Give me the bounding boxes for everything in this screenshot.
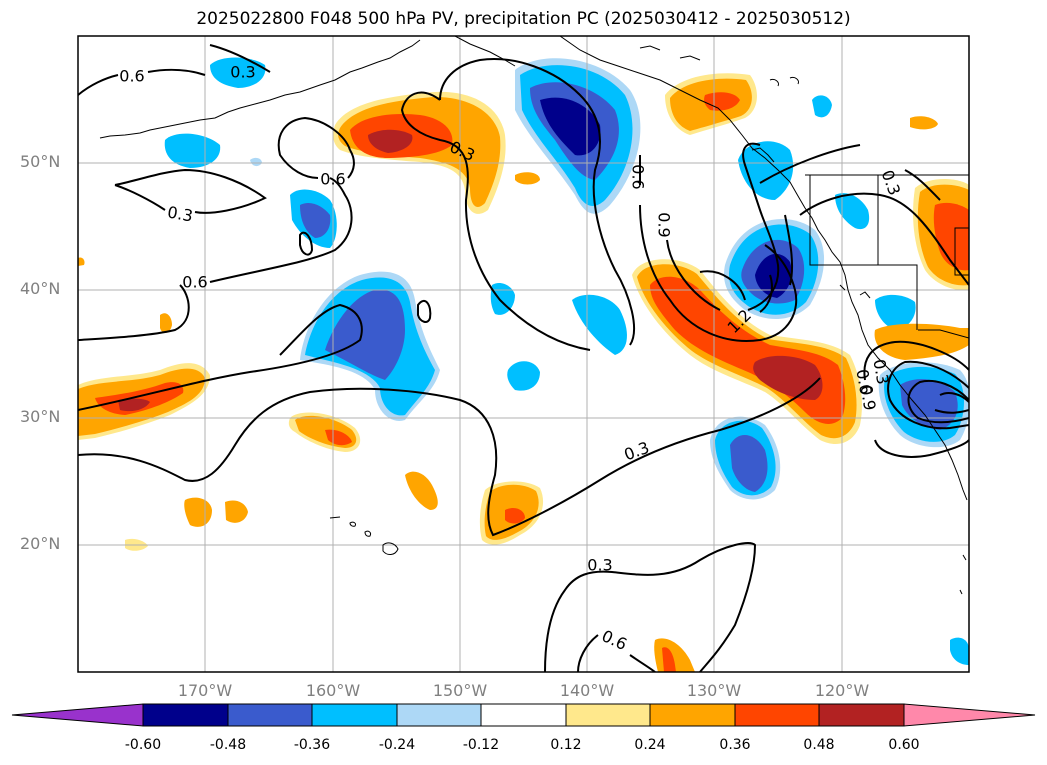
contour-label: 0.6 bbox=[119, 67, 144, 86]
colorbar-segment bbox=[227, 703, 313, 727]
map-frame bbox=[77, 35, 970, 673]
colorbar-tick-label: 0.48 bbox=[803, 737, 835, 753]
contour-label: 0.3 bbox=[587, 556, 612, 575]
lon-label: 140°W bbox=[559, 681, 615, 700]
contour-label: 0.6 bbox=[629, 164, 648, 189]
colorbar-tick-label: -0.24 bbox=[378, 737, 416, 753]
coastlines bbox=[99, 36, 969, 595]
contour-label: 0.3 bbox=[230, 63, 255, 82]
colorbar-tick-label: -0.60 bbox=[124, 737, 162, 753]
colorbar-segment bbox=[311, 703, 398, 727]
colorbar-tick-label: 0.60 bbox=[888, 737, 920, 753]
contour-label: 0.6 bbox=[852, 368, 875, 396]
colorbar-segment bbox=[818, 703, 905, 727]
lon-label: 130°W bbox=[686, 681, 742, 700]
colorbar-segment bbox=[565, 703, 651, 727]
colorbar-tick-label: 0.24 bbox=[634, 737, 666, 753]
lon-label: 120°W bbox=[814, 681, 870, 700]
lon-label: 150°W bbox=[432, 681, 488, 700]
colorbar-tick-label: 0.36 bbox=[719, 737, 751, 753]
contour-label: 0.9 bbox=[856, 384, 879, 412]
colorbar-segment bbox=[734, 703, 820, 727]
colorbar-tick-label: -0.12 bbox=[462, 737, 500, 753]
lon-label: 170°W bbox=[177, 681, 233, 700]
lat-label: 40°N bbox=[20, 279, 61, 298]
contour-label: 0.3 bbox=[166, 202, 194, 225]
lat-label: 50°N bbox=[20, 152, 61, 171]
colorbar-segment bbox=[142, 703, 229, 727]
colorbar-tick-label: -0.36 bbox=[293, 737, 331, 753]
colorbar-segment bbox=[903, 703, 1036, 727]
colorbar-segment bbox=[649, 703, 736, 727]
contour-label: 0.9 bbox=[655, 212, 674, 237]
map-title: 2025022800 F048 500 hPa PV, precipitatio… bbox=[196, 9, 851, 29]
colorbar bbox=[11, 703, 1036, 727]
contour-label: 0.6 bbox=[320, 170, 345, 189]
colorbar-segment bbox=[11, 703, 144, 727]
colorbar-segment bbox=[396, 703, 482, 727]
colorbar-segment bbox=[480, 703, 567, 727]
pv-contours bbox=[78, 44, 969, 672]
contour-label: 0.3 bbox=[869, 358, 892, 386]
colorbar-tick-label: -0.48 bbox=[209, 737, 247, 753]
contour-label: 0.6 bbox=[182, 273, 207, 292]
map-plot-area: 0.6 0.3 0.3 0.6 0.3 0.6 0.3 0.6 0.9 1.2 … bbox=[78, 36, 969, 672]
lat-label: 20°N bbox=[20, 534, 61, 553]
colorbar-tick-label: 0.12 bbox=[550, 737, 582, 753]
lon-label: 160°W bbox=[305, 681, 361, 700]
lat-label: 30°N bbox=[20, 407, 61, 426]
